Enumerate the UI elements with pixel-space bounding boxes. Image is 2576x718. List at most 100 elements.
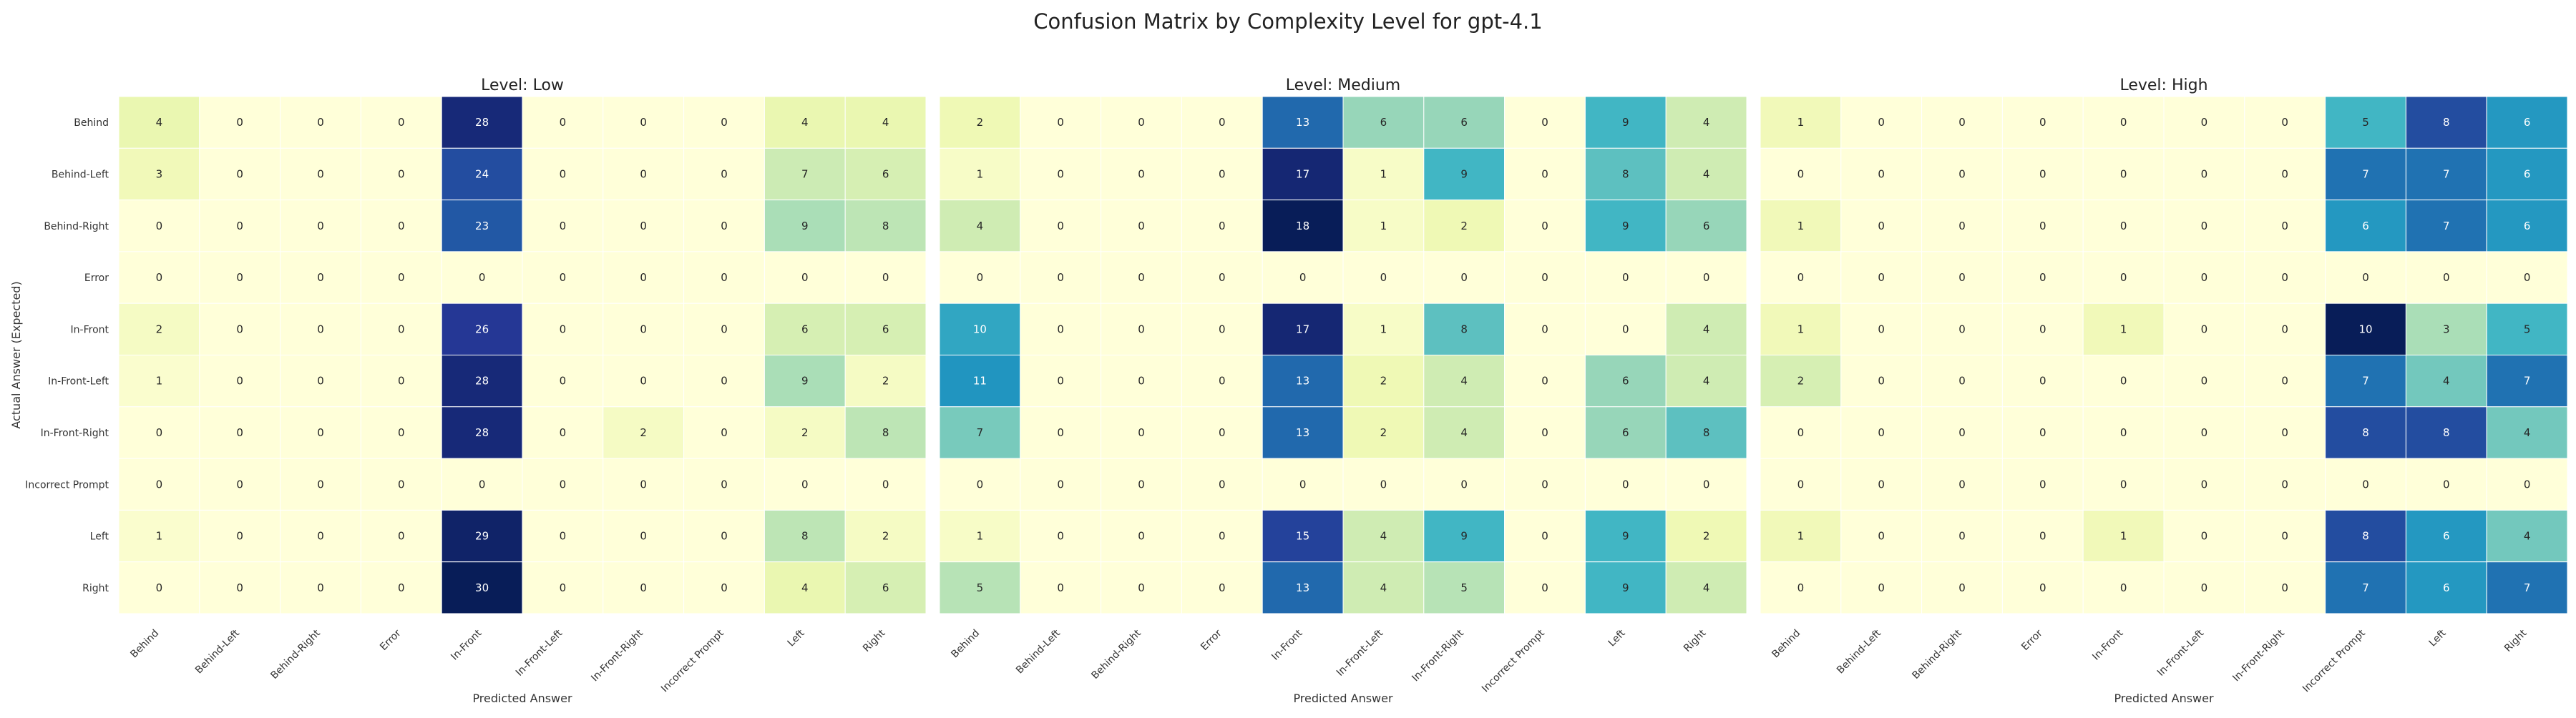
heatmap-cell xyxy=(1504,406,1586,459)
cell-value-label: 0 xyxy=(398,116,405,129)
heatmap-cell xyxy=(1342,147,1425,201)
cell-value-label: 0 xyxy=(479,478,486,491)
heatmap-cell xyxy=(1665,355,1747,408)
cell-value-label: 8 xyxy=(882,220,889,232)
heatmap-cell xyxy=(1020,561,1102,614)
heatmap-cell xyxy=(2244,561,2326,614)
cell-value-label: 0 xyxy=(2120,375,2127,388)
heatmap-cell xyxy=(1584,147,1667,201)
x-tick-label: In-Front xyxy=(449,627,484,662)
cell-value-label: 0 xyxy=(156,478,163,491)
heatmap-cell xyxy=(1262,200,1344,252)
cell-value-label: 0 xyxy=(1057,581,1064,594)
cell-value-label: 11 xyxy=(973,375,987,388)
cell-value-label: 0 xyxy=(2120,167,2127,180)
heatmap-cell xyxy=(1020,355,1102,408)
cell-value-label: 0 xyxy=(1138,167,1145,180)
cell-value-label: 7 xyxy=(801,167,809,180)
cell-value-label: 0 xyxy=(236,530,243,543)
heatmap-cell xyxy=(2405,147,2487,201)
heatmap-cell xyxy=(2405,561,2487,614)
cell-value-label: 0 xyxy=(640,220,647,232)
heatmap-cell xyxy=(2486,406,2568,459)
heatmap-cell xyxy=(1101,303,1182,356)
heatmap-cell xyxy=(602,355,685,408)
cell-value-label: 7 xyxy=(2362,581,2369,594)
heatmap-cell xyxy=(1840,509,1923,563)
x-axis-label: Predicted Answer xyxy=(2114,692,2214,705)
cell-value-label: 7 xyxy=(977,426,984,439)
cell-value-label: 0 xyxy=(317,478,324,491)
heatmap-cell xyxy=(2325,96,2406,149)
heatmap-cell xyxy=(602,406,685,459)
cell-value-label: 0 xyxy=(1057,116,1064,129)
heatmap-cell xyxy=(1665,147,1747,201)
cell-value-label: 0 xyxy=(1219,220,1226,232)
cell-value-label: 28 xyxy=(475,116,489,129)
heatmap-cell xyxy=(2325,355,2406,408)
cell-value-label: 0 xyxy=(1057,323,1064,335)
cell-value-label: 0 xyxy=(2524,478,2531,491)
cell-value-label: 1 xyxy=(2120,323,2127,335)
heatmap-cell xyxy=(280,303,361,356)
heatmap-cell xyxy=(844,147,927,201)
cell-value-label: 0 xyxy=(1057,220,1064,232)
heatmap-cell xyxy=(1840,147,1923,201)
heatmap-cell xyxy=(1840,96,1923,149)
y-tick-label: Error xyxy=(84,272,109,284)
cell-value-label: 4 xyxy=(1703,116,1710,129)
heatmap-cell xyxy=(1020,96,1102,149)
cell-value-label: 0 xyxy=(1958,478,1966,491)
heatmap-cell xyxy=(844,509,927,563)
heatmap-cell xyxy=(280,458,361,511)
heatmap-cell xyxy=(199,147,281,201)
cell-value-label: 0 xyxy=(560,581,567,594)
heatmap-cell xyxy=(1504,303,1586,356)
heatmap-cell xyxy=(939,303,1021,356)
heatmap-cell xyxy=(2325,509,2406,563)
heatmap-cell xyxy=(118,251,200,304)
cell-value-label: 0 xyxy=(721,323,728,335)
heatmap-cell xyxy=(939,355,1021,408)
cell-value-label: 2 xyxy=(801,426,809,439)
heatmap-cell xyxy=(441,303,523,356)
cell-value-label: 0 xyxy=(2281,323,2288,335)
cell-value-label: 0 xyxy=(1138,323,1145,335)
heatmap-cell xyxy=(522,147,604,201)
cell-value-label: 4 xyxy=(1703,323,1710,335)
heatmap-cell xyxy=(1584,561,1667,614)
heatmap-cell xyxy=(2244,355,2326,408)
heatmap-cell xyxy=(522,509,604,563)
cell-value-label: 8 xyxy=(2443,116,2450,129)
heatmap-cell xyxy=(683,406,765,459)
cell-value-label: 0 xyxy=(2039,220,2046,232)
cell-value-label: 0 xyxy=(398,220,405,232)
heatmap-cell xyxy=(2405,509,2487,563)
heatmap-cell xyxy=(2325,561,2406,614)
heatmap-cell xyxy=(1921,406,2003,459)
heatmap-cell xyxy=(1020,406,1102,459)
cell-value-label: 0 xyxy=(2281,530,2288,543)
cell-value-label: 0 xyxy=(1138,220,1145,232)
heatmap-cell xyxy=(441,200,523,252)
cell-value-label: 6 xyxy=(2524,116,2531,129)
heatmap-cell xyxy=(2163,200,2245,252)
cell-value-label: 0 xyxy=(1299,271,1307,284)
cell-value-label: 7 xyxy=(2443,167,2450,180)
cell-value-label: 0 xyxy=(2281,426,2288,439)
cell-value-label: 0 xyxy=(2201,375,2208,388)
heatmap-cell xyxy=(763,458,846,511)
heatmap-cell xyxy=(1760,561,1842,614)
heatmap-cell xyxy=(1181,509,1263,563)
cell-value-label: 0 xyxy=(2281,375,2288,388)
heatmap-cell xyxy=(441,509,523,563)
heatmap-cell xyxy=(2001,561,2084,614)
cell-value-label: 0 xyxy=(1958,530,1966,543)
heatmap-cell xyxy=(280,561,361,614)
x-tick-label: Incorrect Prompt xyxy=(659,627,726,694)
cell-value-label: 0 xyxy=(640,530,647,543)
cell-value-label: 9 xyxy=(1622,530,1629,543)
heatmap-cell xyxy=(1840,561,1923,614)
cell-value-label: 0 xyxy=(398,478,405,491)
